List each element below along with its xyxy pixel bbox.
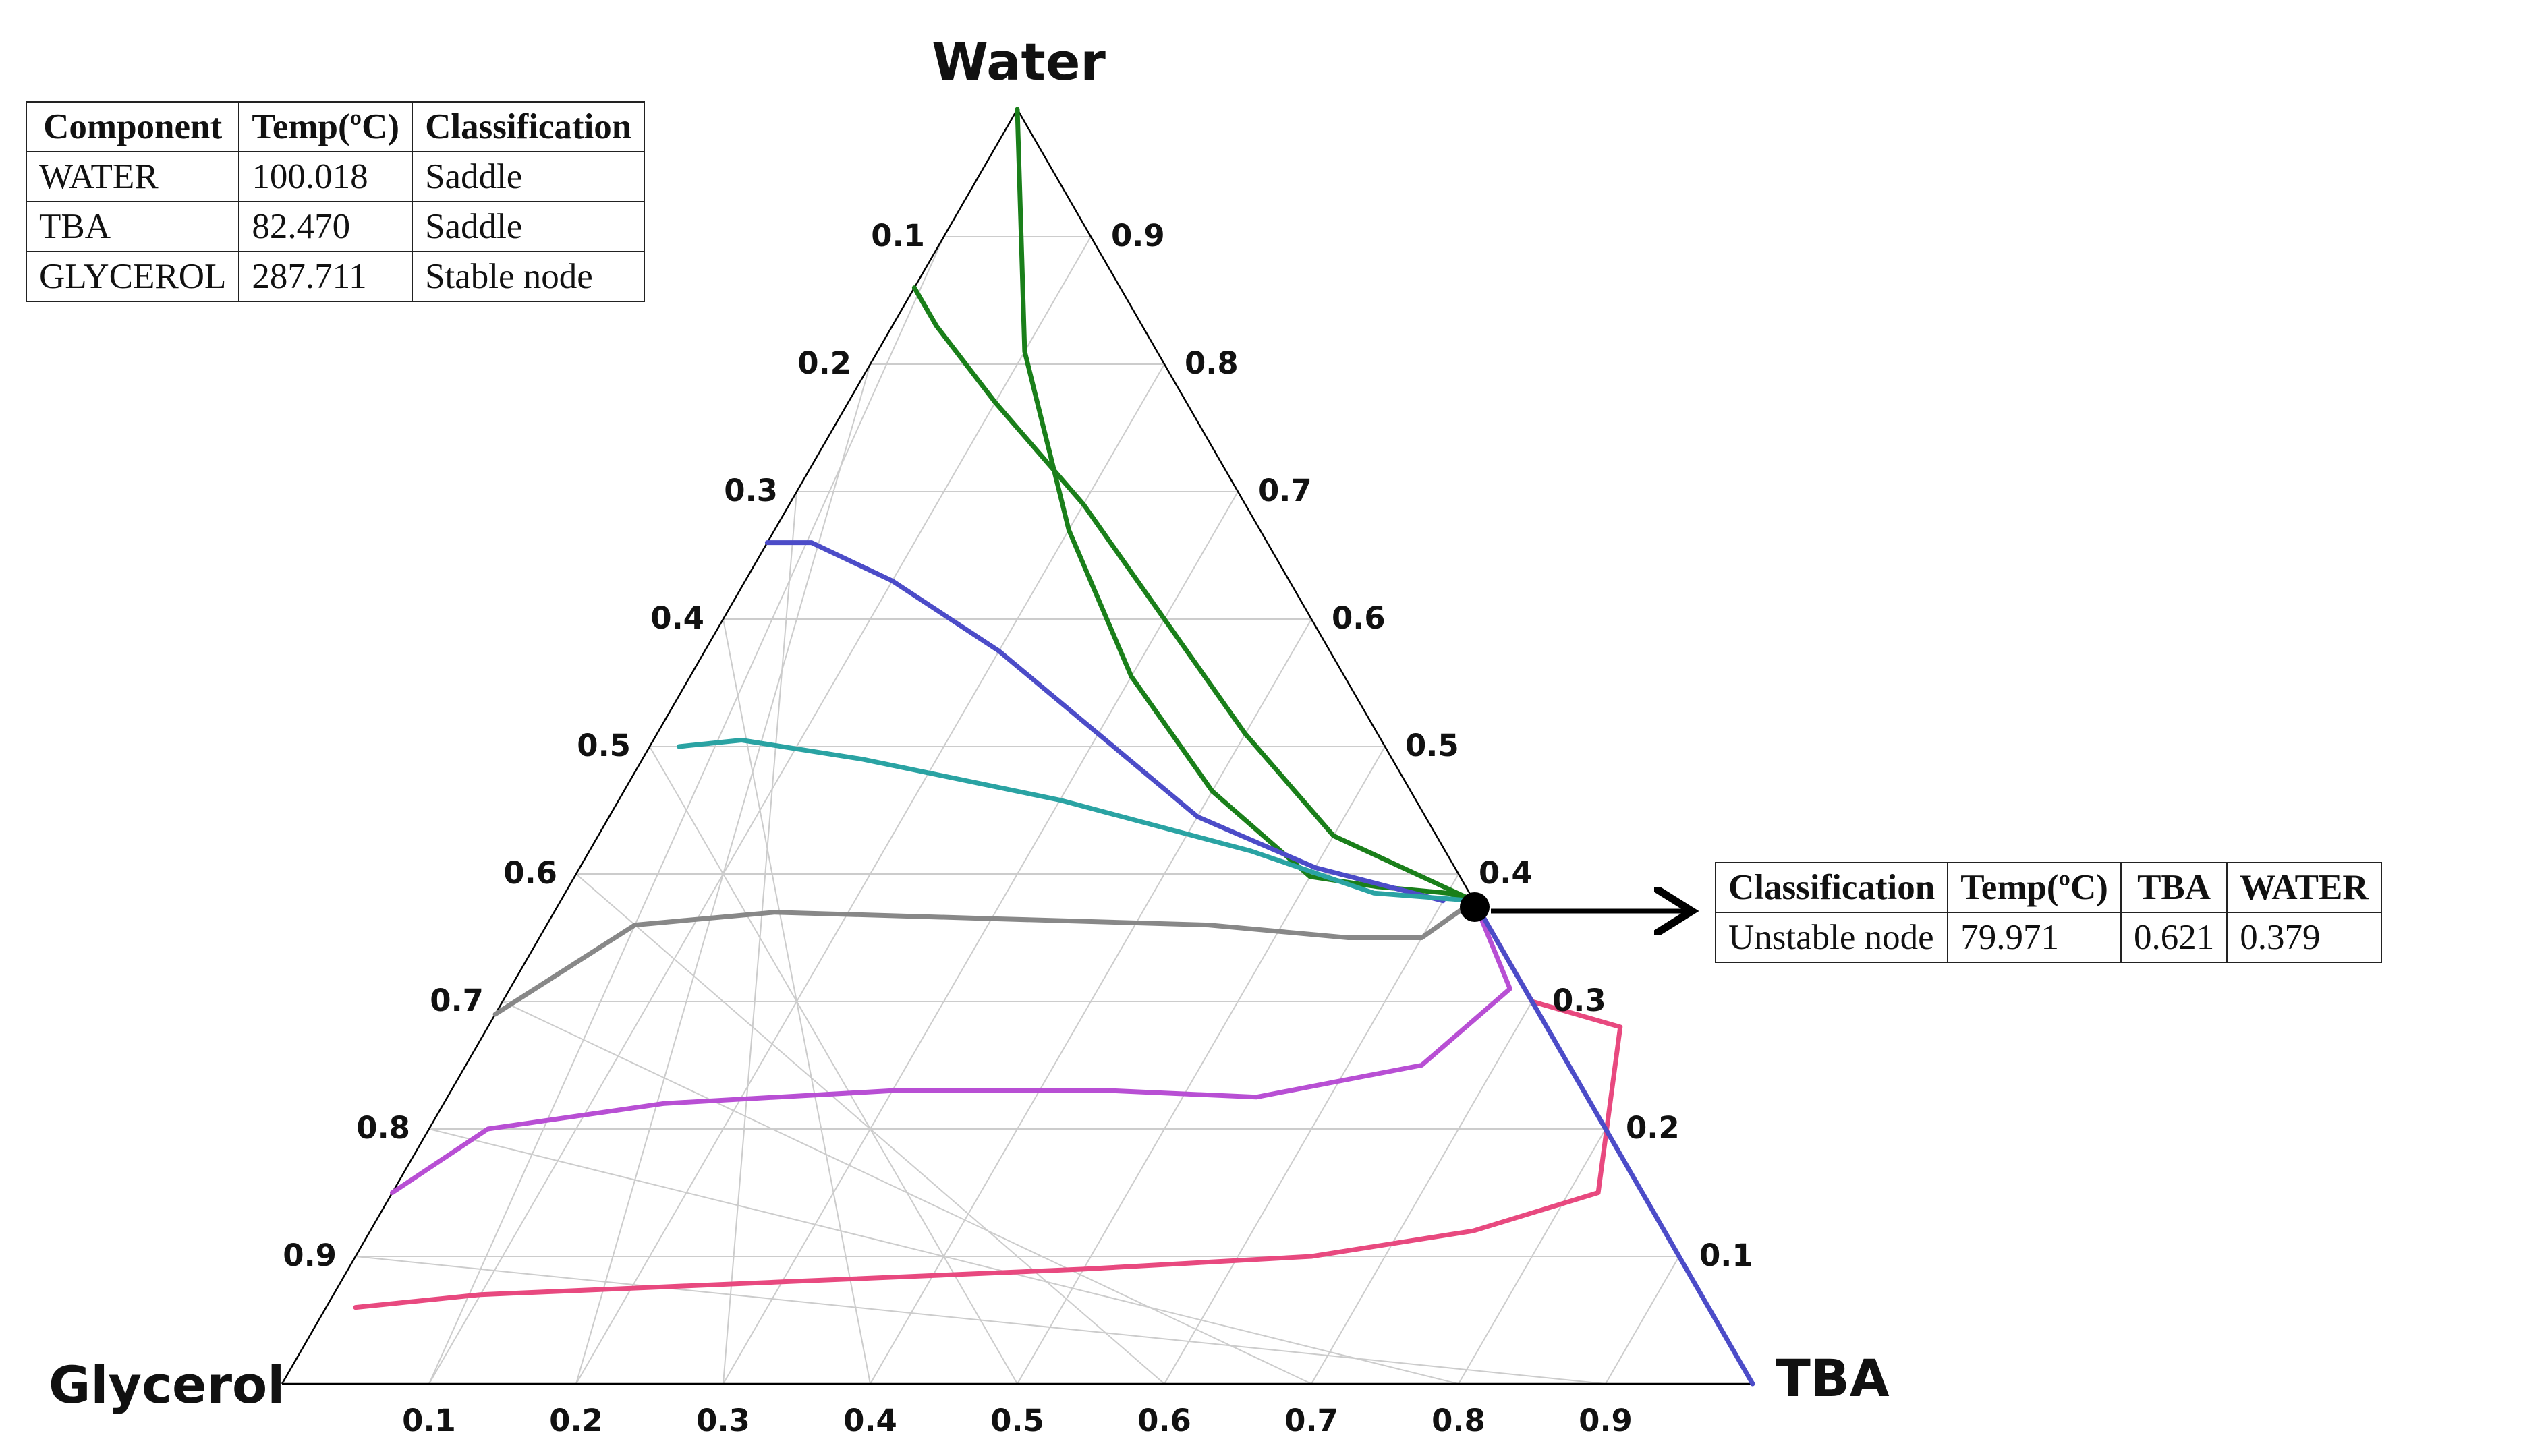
tick-label-bottom: 0.2 (549, 1403, 603, 1438)
node-table-header: Classification Temp(ºC) TBA WATER (1714, 862, 2382, 913)
table-cell: 100.018 (238, 151, 414, 202)
tick-label-left: 0.6 (503, 855, 557, 891)
header-cell: WATER (2226, 862, 2382, 913)
grid-line (723, 491, 1239, 1385)
curves (353, 107, 1755, 1387)
header-cell: TBA (2120, 862, 2228, 913)
curve-grey (492, 898, 1477, 1017)
tick-label-right: 0.6 (1332, 600, 1386, 636)
table-cell: 79.971 (1947, 912, 2122, 963)
header-cell: Classification (1714, 862, 1949, 913)
tick-label-right: 0.2 (1626, 1110, 1680, 1146)
tick-label-bottom: 0.6 (1137, 1403, 1191, 1438)
curve-blue-edge (1471, 898, 1755, 1387)
header-cell: Temp(ºC) (238, 101, 414, 152)
component-table: Component Temp(ºC) Classification WATER … (25, 101, 646, 302)
table-row: Unstable node 79.971 0.621 0.379 (1714, 912, 2382, 963)
tick-label-right: 0.1 (1699, 1237, 1753, 1273)
table-cell: GLYCEROL (25, 251, 240, 302)
table-cell: Stable node (412, 251, 646, 302)
header-cell: Classification (412, 101, 646, 152)
table-cell: 0.621 (2120, 912, 2228, 963)
tick-label-right: 0.9 (1111, 218, 1165, 254)
tick-label-right: 0.8 (1185, 345, 1239, 381)
table-cell: WATER (25, 151, 240, 202)
tick-label-left: 0.5 (577, 728, 631, 763)
table-cell: Unstable node (1714, 912, 1949, 963)
table-cell: Saddle (412, 151, 646, 202)
tick-label-bottom: 0.9 (1579, 1403, 1633, 1438)
frame-edge (281, 109, 1019, 1385)
tick-label-left: 0.2 (797, 345, 851, 381)
curve-teal (677, 738, 1477, 904)
tick-label-bottom: 0.7 (1284, 1403, 1338, 1438)
curve-magenta (390, 898, 1512, 1195)
tick-label-right: 0.7 (1258, 473, 1312, 508)
grid-line (723, 618, 871, 1385)
tick-label-right: 0.3 (1552, 983, 1606, 1018)
tick-label-bottom: 0.8 (1432, 1403, 1485, 1438)
tick-label-bottom: 0.5 (990, 1403, 1044, 1438)
grid-lines (355, 236, 1680, 1385)
tick-label-left: 0.4 (650, 600, 704, 636)
tick-label-right: 0.5 (1405, 728, 1459, 763)
curve-blue (764, 540, 1446, 904)
grid-line (723, 491, 797, 1385)
tick-label-left: 0.7 (430, 983, 484, 1018)
table-row: GLYCEROL 287.711 Stable node (25, 251, 646, 302)
table-cell: Saddle (412, 201, 646, 252)
unstable-node-table: Classification Temp(ºC) TBA WATER Unstab… (1714, 862, 2382, 963)
tick-label-left: 0.8 (356, 1110, 410, 1146)
tick-label-bottom: 0.3 (696, 1403, 750, 1438)
grid-line (1458, 1128, 1606, 1385)
tick-labels: 0.1 0.2 0.3 0.4 0.5 0.6 0.7 0.8 0.9 0.1 0.2 0.3 0.4 0… (283, 218, 1753, 1438)
header-cell: Temp(ºC) (1947, 862, 2122, 913)
grid-line (1605, 1256, 1680, 1385)
tick-label-left: 0.9 (283, 1237, 337, 1273)
vertex-label-tba: TBA (1776, 1348, 1890, 1408)
curve-green (1015, 107, 1477, 904)
grid-line (428, 236, 944, 1385)
grid-line (1311, 1001, 1533, 1385)
grid-line (575, 363, 871, 1385)
table-cell: TBA (25, 201, 240, 252)
vertex-label-glycerol: Glycerol (49, 1355, 285, 1415)
grid-line (1164, 873, 1459, 1385)
tick-label-right: 0.4 (1479, 855, 1533, 891)
table-cell: 82.470 (238, 201, 414, 252)
curve-green2 (911, 285, 1477, 904)
grid-line (1017, 746, 1386, 1385)
table-cell: 287.711 (238, 251, 414, 302)
tick-label-bottom: 0.4 (843, 1403, 897, 1438)
curve-pink (353, 898, 1623, 1310)
vertex-label-water: Water (932, 32, 1106, 92)
tick-label-bottom: 0.1 (402, 1403, 456, 1438)
tick-label-left: 0.3 (724, 473, 778, 508)
header-cell: Component (25, 101, 240, 152)
grid-line (649, 746, 1018, 1385)
table-row: TBA 82.470 Saddle (25, 201, 646, 252)
component-table-header: Component Temp(ºC) Classification (25, 101, 646, 152)
table-cell: 0.379 (2226, 912, 2382, 963)
table-row: WATER 100.018 Saddle (25, 151, 646, 202)
tick-label-left: 0.1 (871, 218, 925, 254)
unstable-node-marker (1460, 892, 1490, 922)
